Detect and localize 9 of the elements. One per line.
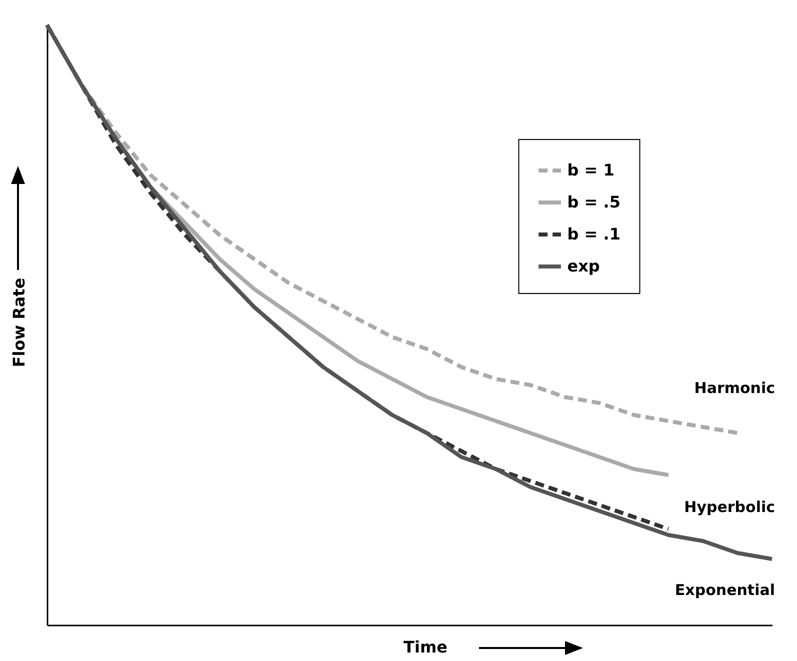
annotation: Exponential (674, 581, 775, 599)
x-axis-title: Time (404, 638, 448, 656)
annotation: Harmonic (694, 379, 775, 397)
legend-label: b = .5 (567, 192, 620, 212)
legend-label: b = .1 (567, 224, 620, 244)
y-axis-title: Flow Rate (10, 278, 28, 368)
annotation: Hyperbolic (684, 498, 775, 516)
legend-label: exp (567, 256, 600, 276)
legend-label: b = 1 (567, 160, 614, 180)
